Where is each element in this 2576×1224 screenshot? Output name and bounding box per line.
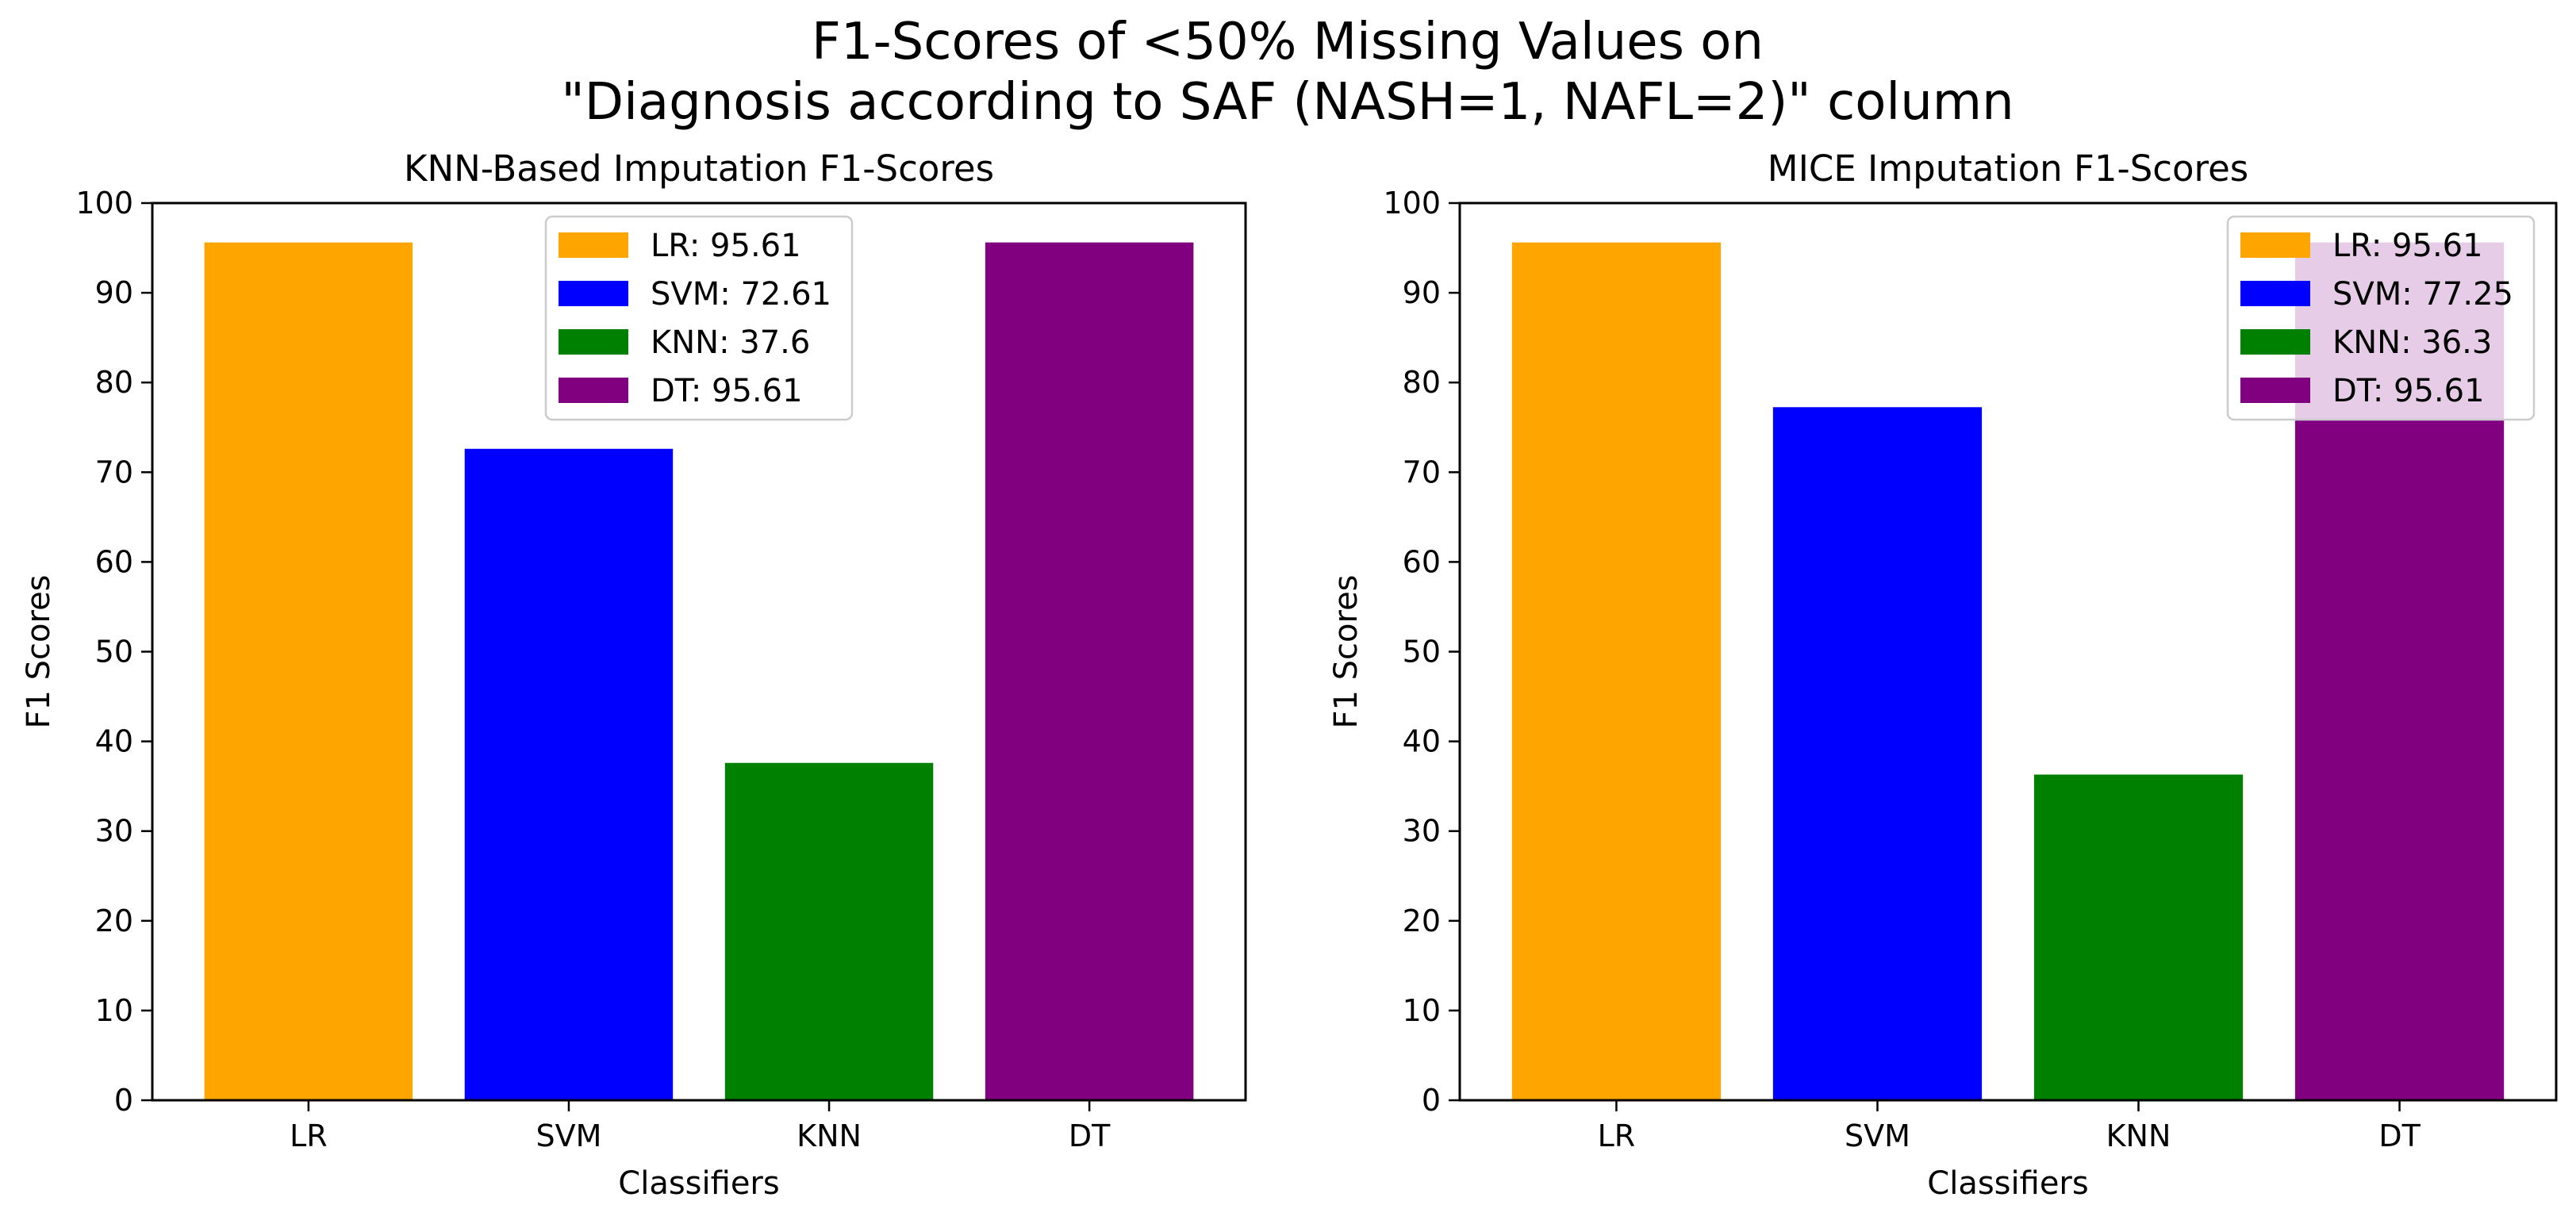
x-axis-label: Classifiers <box>1927 1165 2088 1202</box>
legend-box <box>2226 215 2536 421</box>
legend-label-knn: KNN: 36.3 <box>2332 324 2492 361</box>
legend-swatch-dt <box>2240 378 2310 403</box>
y-tick-label: 50 <box>1403 635 1441 670</box>
legend: LR: 95.61 SVM: 77.25 KNN: 36.3 DT: 95.61 <box>2226 215 2536 421</box>
y-tick-label: 80 <box>1403 365 1441 400</box>
legend: LR: 95.61 SVM: 72.61 KNN: 37.6 DT: 95.61 <box>544 215 854 421</box>
legend-swatch-svm <box>559 281 628 306</box>
y-tick-label: 10 <box>95 993 133 1028</box>
y-tick-label: 40 <box>95 724 133 759</box>
y-tick-label: 30 <box>1403 814 1441 849</box>
legend-swatch-lr <box>559 232 628 258</box>
y-tick-label: 0 <box>1422 1083 1441 1118</box>
bar-dt <box>985 242 1194 1101</box>
y-tick-label: 20 <box>95 904 133 938</box>
y-tick-label: 90 <box>1403 275 1441 310</box>
legend-label-dt: DT: 95.61 <box>651 373 803 409</box>
bar-lr <box>204 242 413 1101</box>
axes-title: KNN-Based Imputation F1-Scores <box>404 148 994 190</box>
y-tick-label: 0 <box>114 1083 133 1118</box>
knn-imputation-chart: 0 10 20 30 40 50 60 70 80 90 100 LR SVM KNN DT KNN-Base… <box>21 148 1247 1202</box>
y-axis-label: F1 Scores <box>21 574 57 728</box>
x-axis-label: Classifiers <box>618 1165 779 1202</box>
y-tick-label: 70 <box>95 455 133 489</box>
legend-box <box>544 215 854 421</box>
x-tick-label: KNN <box>2106 1118 2171 1153</box>
bar-lr <box>1511 242 1722 1101</box>
legend-label-lr: LR: 95.61 <box>651 228 801 264</box>
y-tick-label: 70 <box>1403 455 1441 489</box>
legend-label-knn: KNN: 37.6 <box>651 324 810 361</box>
y-tick-label: 60 <box>1403 544 1441 579</box>
x-tick-label: DT <box>1069 1118 1111 1153</box>
y-tick-label: 40 <box>1403 724 1441 759</box>
y-tick-label: 90 <box>95 275 133 310</box>
bar-svm <box>464 448 674 1100</box>
axes-title: MICE Imputation F1-Scores <box>1768 148 2248 190</box>
bar-knn <box>2033 774 2244 1100</box>
legend-swatch-svm <box>2240 281 2310 306</box>
legend-swatch-dt <box>559 378 628 403</box>
legend-swatch-knn <box>2240 329 2310 355</box>
y-axis-label: F1 Scores <box>1328 574 1365 728</box>
x-tick-label: KNN <box>797 1118 862 1153</box>
bar-svm <box>1772 407 1983 1100</box>
y-tick-label: 10 <box>1403 993 1441 1028</box>
y-tick-label: 60 <box>95 544 133 579</box>
figure-title-line-1: F1-Scores of <50% Missing Values on <box>812 13 1764 71</box>
y-tick-label: 30 <box>95 814 133 849</box>
y-tick-label: 50 <box>95 635 133 670</box>
mice-imputation-chart: 0 10 20 30 40 50 60 70 80 90 100 LR SVM KNN DT MICE Imp… <box>1328 148 2558 1202</box>
y-tick-label: 20 <box>1403 904 1441 938</box>
x-tick-label: SVM <box>1845 1118 1910 1153</box>
y-tick-label: 100 <box>1383 186 1441 221</box>
legend-swatch-lr <box>2240 232 2310 258</box>
x-tick-label: LR <box>1598 1118 1636 1153</box>
y-tick-label: 100 <box>75 186 133 221</box>
legend-label-svm: SVM: 77.25 <box>2332 276 2513 313</box>
x-tick-label: LR <box>290 1118 328 1153</box>
x-tick-label: DT <box>2378 1118 2421 1153</box>
legend-label-dt: DT: 95.61 <box>2332 373 2485 409</box>
legend-swatch-knn <box>559 329 628 355</box>
legend-label-svm: SVM: 72.61 <box>651 276 831 313</box>
legend-label-lr: LR: 95.61 <box>2332 228 2483 264</box>
figure-title-line-2: "Diagnosis according to SAF (NASH=1, NAF… <box>561 73 2014 132</box>
bar-knn <box>724 762 934 1100</box>
y-tick-label: 80 <box>95 365 133 400</box>
x-tick-label: SVM <box>536 1118 601 1153</box>
